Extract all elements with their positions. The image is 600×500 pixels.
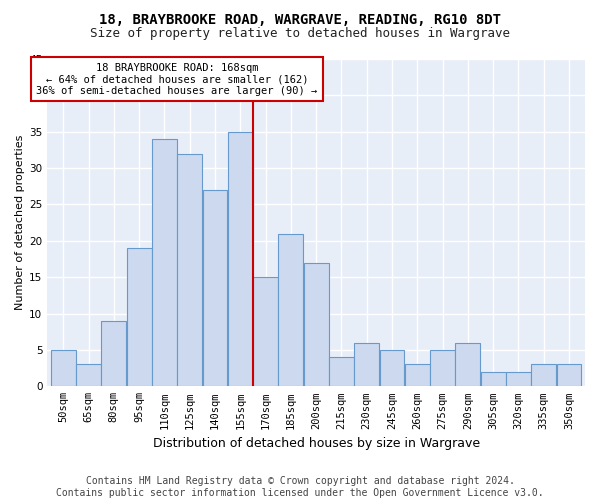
Bar <box>430 350 455 387</box>
Bar <box>76 364 101 386</box>
Bar <box>380 350 404 387</box>
Bar <box>329 357 354 386</box>
Bar <box>127 248 152 386</box>
Bar <box>228 132 253 386</box>
Bar <box>304 262 329 386</box>
Bar <box>557 364 581 386</box>
Bar <box>278 234 303 386</box>
Text: 18, BRAYBROOKE ROAD, WARGRAVE, READING, RG10 8DT: 18, BRAYBROOKE ROAD, WARGRAVE, READING, … <box>99 12 501 26</box>
Y-axis label: Number of detached properties: Number of detached properties <box>15 135 25 310</box>
X-axis label: Distribution of detached houses by size in Wargrave: Distribution of detached houses by size … <box>152 437 480 450</box>
Bar <box>253 277 278 386</box>
Bar <box>532 364 556 386</box>
Bar <box>101 321 126 386</box>
Bar <box>405 364 430 386</box>
Bar <box>481 372 506 386</box>
Bar <box>355 342 379 386</box>
Text: Contains HM Land Registry data © Crown copyright and database right 2024.
Contai: Contains HM Land Registry data © Crown c… <box>56 476 544 498</box>
Bar <box>455 342 480 386</box>
Bar <box>51 350 76 387</box>
Bar <box>152 139 177 386</box>
Bar <box>178 154 202 386</box>
Text: 18 BRAYBROOKE ROAD: 168sqm
← 64% of detached houses are smaller (162)
36% of sem: 18 BRAYBROOKE ROAD: 168sqm ← 64% of deta… <box>37 62 317 96</box>
Text: Size of property relative to detached houses in Wargrave: Size of property relative to detached ho… <box>90 28 510 40</box>
Bar <box>203 190 227 386</box>
Bar <box>506 372 531 386</box>
